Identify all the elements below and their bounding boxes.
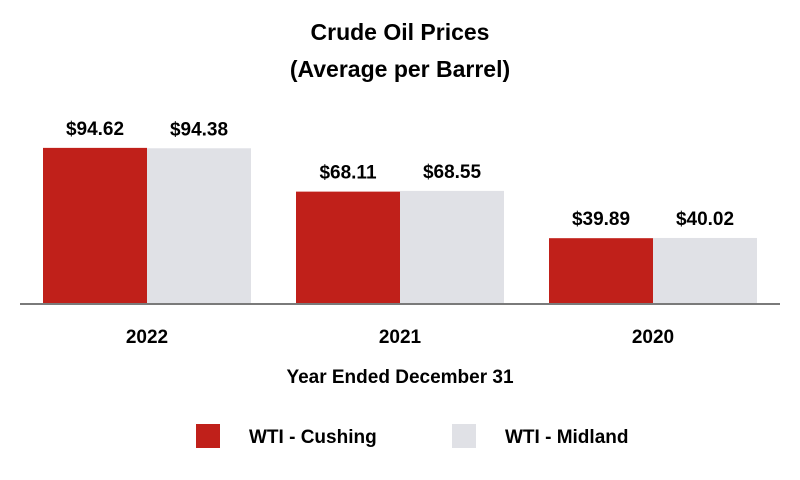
x-ticks-group: 2022 2021 2020 [126,327,674,348]
bar-2020-midland [653,237,757,304]
data-label-2021-cushing: $68.11 [319,163,376,184]
bar-2021-midland [400,190,504,304]
x-tick-label-2020: 2020 [632,327,674,348]
data-label-2020-cushing: $39.89 [572,209,630,230]
data-label-2022-midland: $94.38 [170,119,228,140]
data-label-2020-midland: $40.02 [676,209,734,230]
x-axis-label: Year Ended December 31 [286,367,513,388]
legend-label-cushing: WTI - Cushing [249,427,377,448]
legend-swatch-cushing [196,424,220,448]
bar-2020-cushing [549,238,653,304]
chart-subtitle: (Average per Barrel) [290,56,510,82]
bar-2022-midland [147,148,251,304]
bar-2022-cushing [43,147,147,304]
data-label-2022-cushing: $94.62 [66,119,124,140]
data-label-2021-midland: $68.55 [423,162,482,183]
legend-swatch-midland [452,424,476,448]
x-tick-label-2021: 2021 [379,327,422,348]
bars-group: $94.62 $94.38 $68.11 $68.55 $39.89 $40.02 [43,119,757,304]
chart-title: Crude Oil Prices [311,19,490,45]
legend: WTI - Cushing WTI - Midland [196,424,628,448]
legend-label-midland: WTI - Midland [505,427,628,448]
bar-2021-cushing [296,191,400,304]
x-tick-label-2022: 2022 [126,327,168,348]
